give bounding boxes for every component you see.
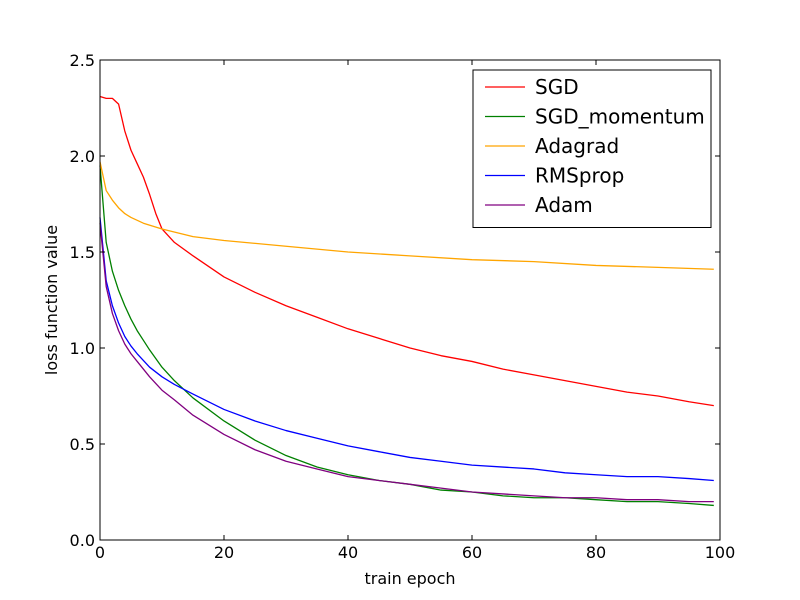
legend: SGD SGD_momentum Adagrad RMSprop Adam — [472, 69, 712, 228]
y-tick-label: 2.0 — [70, 147, 95, 166]
series-line-adam — [99, 223, 714, 503]
x-tick-label: 0 — [95, 543, 105, 562]
x-tick-label: 80 — [586, 543, 606, 562]
y-tick-label: 0.0 — [70, 531, 95, 550]
y-tick-label: 2.5 — [70, 51, 95, 70]
x-tick-label: 20 — [214, 543, 234, 562]
y-tick-label: 0.5 — [70, 435, 95, 454]
y-tick-label: 1.5 — [70, 243, 95, 262]
axes-frame — [99, 59, 721, 541]
y-axis-label: loss function value — [42, 225, 61, 375]
legend-label-rmsprop: RMSprop — [535, 164, 624, 188]
x-tick-label: 100 — [705, 543, 736, 562]
x-axis-label: train epoch — [364, 569, 455, 588]
legend-box — [472, 69, 712, 228]
ticks-layer: 0 20 40 60 80 100 0.0 0.5 1.0 1.5 2.0 2.5 — [70, 51, 736, 562]
legend-label-adagrad: Adagrad — [535, 134, 619, 158]
x-tick-label: 40 — [338, 543, 358, 562]
series-line-adagrad — [99, 161, 714, 270]
lines-layer — [99, 95, 714, 507]
y-tick-label: 1.0 — [70, 339, 95, 358]
series-line-rmsprop — [99, 217, 714, 482]
plot-area: 0 20 40 60 80 100 0.0 0.5 1.0 1.5 2.0 2.5 — [70, 51, 736, 562]
legend-label-sgd-momentum: SGD_momentum — [535, 105, 705, 129]
legend-label-sgd: SGD — [535, 75, 579, 99]
legend-label-adam: Adam — [535, 193, 593, 217]
series-line-sgd — [99, 95, 714, 407]
x-tick-label: 60 — [462, 543, 482, 562]
